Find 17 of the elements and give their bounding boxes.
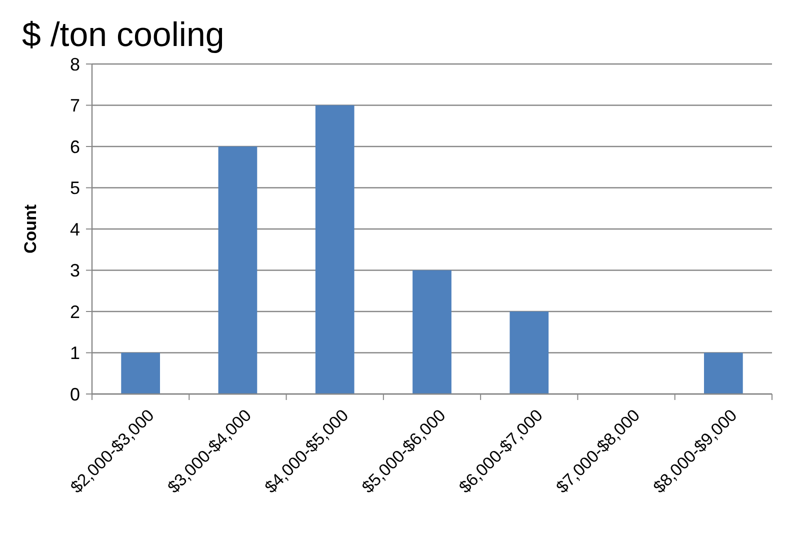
y-tick-label: 1: [70, 343, 80, 364]
bar: [412, 270, 452, 394]
bar: [510, 312, 549, 394]
bar: [218, 146, 258, 394]
bar: [315, 105, 354, 394]
y-tick-label: 5: [70, 178, 80, 198]
y-tick-label: 3: [70, 260, 80, 281]
y-tick-label: 4: [70, 219, 80, 240]
y-tick-label: 7: [70, 96, 80, 116]
y-tick-label: 2: [70, 302, 80, 322]
chart-title: $ /ton cooling: [22, 16, 224, 54]
y-tick-label: 6: [70, 136, 80, 157]
y-tick-label: 8: [70, 54, 80, 74]
y-axis-title: Count: [21, 204, 40, 254]
bar: [121, 352, 160, 394]
y-tick-label: 0: [70, 384, 80, 404]
bar: [704, 352, 743, 394]
